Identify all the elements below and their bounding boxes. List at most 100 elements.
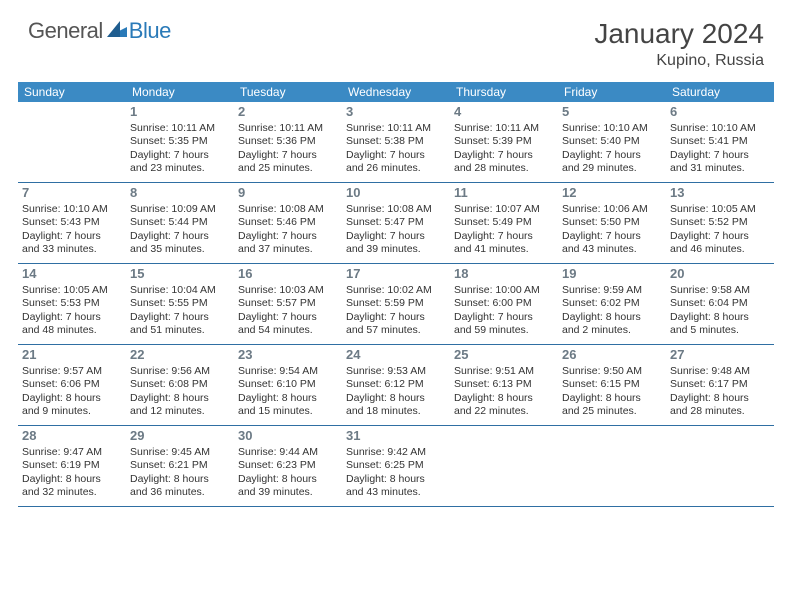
sunset-text: Sunset: 6:12 PM <box>346 378 446 391</box>
day-number: 20 <box>670 266 770 283</box>
day-number: 7 <box>22 185 122 202</box>
logo-text-blue: Blue <box>129 18 171 44</box>
day-cell: 20Sunrise: 9:58 AMSunset: 6:04 PMDayligh… <box>666 264 774 344</box>
d1-text: Daylight: 7 hours <box>346 230 446 243</box>
d1-text: Daylight: 8 hours <box>130 473 230 486</box>
sunset-text: Sunset: 5:59 PM <box>346 297 446 310</box>
d1-text: Daylight: 7 hours <box>454 149 554 162</box>
d1-text: Daylight: 7 hours <box>238 149 338 162</box>
day-number: 31 <box>346 428 446 445</box>
d2-text: and 22 minutes. <box>454 405 554 418</box>
weekday-header: Friday <box>558 82 666 102</box>
month-title: January 2024 <box>594 18 764 50</box>
d1-text: Daylight: 7 hours <box>22 311 122 324</box>
day-cell: 17Sunrise: 10:02 AMSunset: 5:59 PMDaylig… <box>342 264 450 344</box>
d1-text: Daylight: 8 hours <box>346 473 446 486</box>
sunrise-text: Sunrise: 10:11 AM <box>130 122 230 135</box>
day-number: 22 <box>130 347 230 364</box>
day-number: 6 <box>670 104 770 121</box>
d1-text: Daylight: 7 hours <box>670 230 770 243</box>
day-cell: 27Sunrise: 9:48 AMSunset: 6:17 PMDayligh… <box>666 345 774 425</box>
sunset-text: Sunset: 5:35 PM <box>130 135 230 148</box>
d1-text: Daylight: 8 hours <box>22 392 122 405</box>
d2-text: and 54 minutes. <box>238 324 338 337</box>
day-cell: 23Sunrise: 9:54 AMSunset: 6:10 PMDayligh… <box>234 345 342 425</box>
day-number: 16 <box>238 266 338 283</box>
sunrise-text: Sunrise: 10:04 AM <box>130 284 230 297</box>
day-cell: 29Sunrise: 9:45 AMSunset: 6:21 PMDayligh… <box>126 426 234 506</box>
day-number: 17 <box>346 266 446 283</box>
weekday-header: Wednesday <box>342 82 450 102</box>
d2-text: and 37 minutes. <box>238 243 338 256</box>
sunset-text: Sunset: 5:50 PM <box>562 216 662 229</box>
day-cell: 22Sunrise: 9:56 AMSunset: 6:08 PMDayligh… <box>126 345 234 425</box>
d2-text: and 25 minutes. <box>238 162 338 175</box>
sunset-text: Sunset: 6:19 PM <box>22 459 122 472</box>
d2-text: and 43 minutes. <box>562 243 662 256</box>
sunrise-text: Sunrise: 9:56 AM <box>130 365 230 378</box>
sunrise-text: Sunrise: 9:44 AM <box>238 446 338 459</box>
weekday-header: Tuesday <box>234 82 342 102</box>
d1-text: Daylight: 7 hours <box>454 311 554 324</box>
d2-text: and 28 minutes. <box>454 162 554 175</box>
sunset-text: Sunset: 6:04 PM <box>670 297 770 310</box>
day-number: 26 <box>562 347 662 364</box>
sunset-text: Sunset: 6:15 PM <box>562 378 662 391</box>
d2-text: and 51 minutes. <box>130 324 230 337</box>
d2-text: and 35 minutes. <box>130 243 230 256</box>
sunset-text: Sunset: 5:57 PM <box>238 297 338 310</box>
day-cell <box>666 426 774 506</box>
logo-text-general: General <box>28 18 103 44</box>
day-cell: 11Sunrise: 10:07 AMSunset: 5:49 PMDaylig… <box>450 183 558 263</box>
sunset-text: Sunset: 6:08 PM <box>130 378 230 391</box>
d1-text: Daylight: 7 hours <box>670 149 770 162</box>
d2-text: and 32 minutes. <box>22 486 122 499</box>
day-cell <box>558 426 666 506</box>
d1-text: Daylight: 8 hours <box>130 392 230 405</box>
sunset-text: Sunset: 5:38 PM <box>346 135 446 148</box>
day-number: 5 <box>562 104 662 121</box>
sunrise-text: Sunrise: 10:11 AM <box>238 122 338 135</box>
sunrise-text: Sunrise: 9:59 AM <box>562 284 662 297</box>
sunrise-text: Sunrise: 10:10 AM <box>22 203 122 216</box>
d2-text: and 33 minutes. <box>22 243 122 256</box>
day-cell: 4Sunrise: 10:11 AMSunset: 5:39 PMDayligh… <box>450 102 558 182</box>
d2-text: and 26 minutes. <box>346 162 446 175</box>
day-cell: 18Sunrise: 10:00 AMSunset: 6:00 PMDaylig… <box>450 264 558 344</box>
day-cell: 24Sunrise: 9:53 AMSunset: 6:12 PMDayligh… <box>342 345 450 425</box>
sunrise-text: Sunrise: 10:11 AM <box>346 122 446 135</box>
d1-text: Daylight: 8 hours <box>238 392 338 405</box>
weekday-header-row: Sunday Monday Tuesday Wednesday Thursday… <box>18 82 774 102</box>
day-cell <box>450 426 558 506</box>
day-number: 30 <box>238 428 338 445</box>
d2-text: and 36 minutes. <box>130 486 230 499</box>
d2-text: and 18 minutes. <box>346 405 446 418</box>
day-number: 21 <box>22 347 122 364</box>
sunset-text: Sunset: 5:44 PM <box>130 216 230 229</box>
day-number: 1 <box>130 104 230 121</box>
sunrise-text: Sunrise: 10:10 AM <box>670 122 770 135</box>
d1-text: Daylight: 8 hours <box>562 311 662 324</box>
d2-text: and 41 minutes. <box>454 243 554 256</box>
d2-text: and 29 minutes. <box>562 162 662 175</box>
sunrise-text: Sunrise: 9:53 AM <box>346 365 446 378</box>
day-number: 28 <box>22 428 122 445</box>
day-cell: 16Sunrise: 10:03 AMSunset: 5:57 PMDaylig… <box>234 264 342 344</box>
d2-text: and 9 minutes. <box>22 405 122 418</box>
day-number: 18 <box>454 266 554 283</box>
day-cell: 9Sunrise: 10:08 AMSunset: 5:46 PMDayligh… <box>234 183 342 263</box>
d1-text: Daylight: 7 hours <box>22 230 122 243</box>
sunrise-text: Sunrise: 9:51 AM <box>454 365 554 378</box>
sunset-text: Sunset: 5:43 PM <box>22 216 122 229</box>
day-cell: 31Sunrise: 9:42 AMSunset: 6:25 PMDayligh… <box>342 426 450 506</box>
weekday-header: Monday <box>126 82 234 102</box>
logo: General Blue <box>28 18 171 44</box>
sunset-text: Sunset: 6:21 PM <box>130 459 230 472</box>
sunrise-text: Sunrise: 10:11 AM <box>454 122 554 135</box>
d1-text: Daylight: 7 hours <box>346 149 446 162</box>
page-header: General Blue January 2024 Kupino, Russia <box>0 0 792 76</box>
d1-text: Daylight: 8 hours <box>238 473 338 486</box>
sunset-text: Sunset: 5:46 PM <box>238 216 338 229</box>
d1-text: Daylight: 8 hours <box>22 473 122 486</box>
calendar-grid: Sunday Monday Tuesday Wednesday Thursday… <box>18 82 774 507</box>
